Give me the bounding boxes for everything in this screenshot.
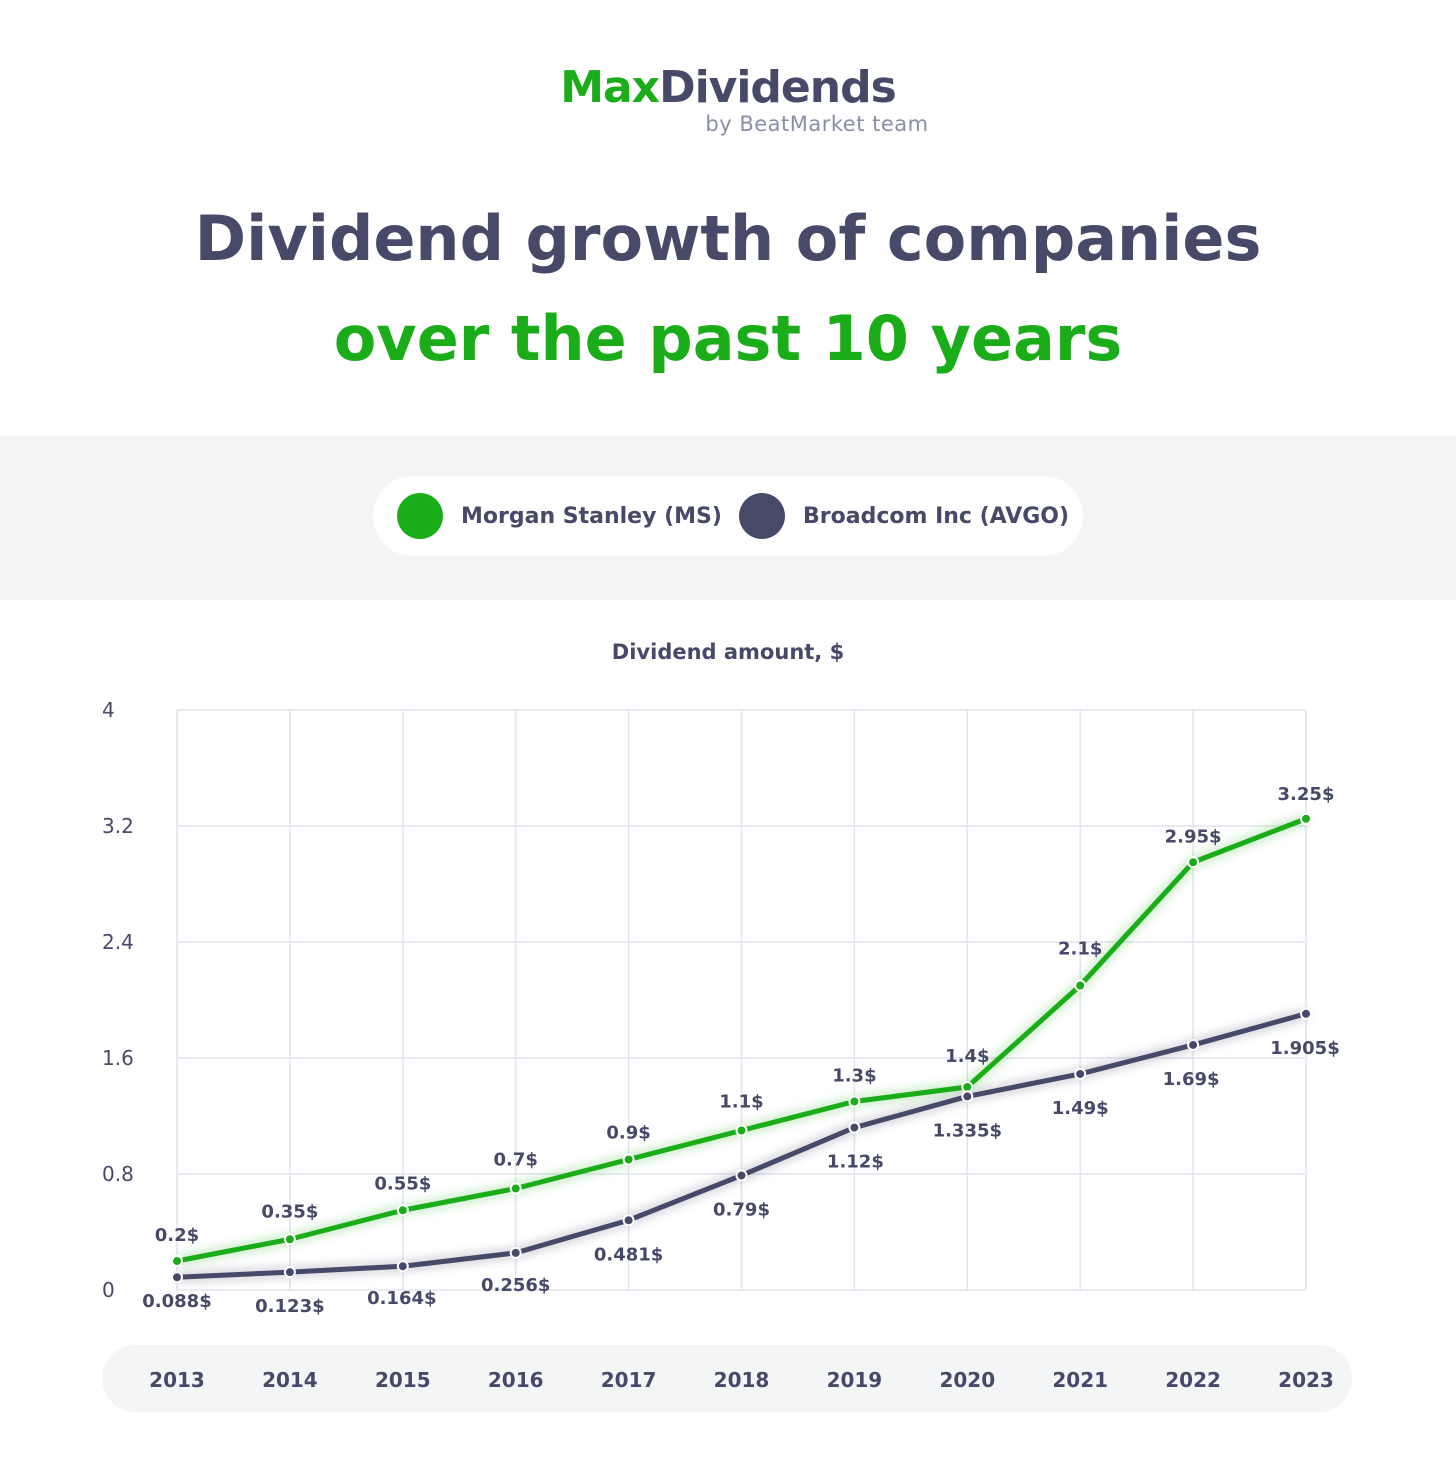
y-tick-label: 2.4: [102, 930, 134, 954]
data-label-avgo: 0.79$: [713, 1199, 770, 1220]
data-label-avgo: 0.088$: [142, 1291, 211, 1312]
x-tick-label: 2014: [262, 1368, 318, 1392]
brand-tagline: by BeatMarket team: [705, 112, 929, 136]
chart-legend: Morgan Stanley (MS) Broadcom Inc (AVGO): [373, 476, 1083, 556]
data-point-ms: [1074, 979, 1087, 992]
data-label-ms: 0.35$: [261, 1201, 318, 1222]
data-label-avgo: 1.49$: [1052, 1098, 1109, 1119]
y-tick-label: 3.2: [102, 814, 134, 838]
data-label-ms: 1.1$: [719, 1092, 763, 1113]
x-tick-label: 2021: [1052, 1368, 1108, 1392]
data-label-ms: 0.55$: [374, 1173, 431, 1194]
data-point-avgo: [735, 1169, 748, 1182]
x-tick-label: 2020: [939, 1368, 995, 1392]
data-point-ms: [622, 1153, 635, 1166]
data-label-avgo: 0.256$: [481, 1275, 550, 1296]
data-label-ms: 1.4$: [945, 1046, 989, 1067]
data-point-avgo: [1300, 1007, 1312, 1020]
data-point-ms: [1187, 856, 1200, 869]
brand-name-part1: Max: [560, 62, 660, 113]
data-label-ms: 3.25$: [1278, 784, 1335, 805]
x-tick-label: 2016: [488, 1368, 544, 1392]
data-label-ms: 0.9$: [606, 1123, 650, 1144]
y-tick-label: 0.8: [102, 1162, 134, 1186]
data-label-avgo: 1.69$: [1163, 1069, 1220, 1090]
data-point-ms: [509, 1182, 522, 1195]
data-label-avgo: 0.123$: [255, 1296, 324, 1317]
y-tick-label: 4: [102, 698, 115, 722]
data-point-avgo: [171, 1271, 183, 1284]
y-axis-ticks: 0 0.8 1.6 2.4 3.2 4: [102, 698, 134, 1302]
data-point-avgo: [622, 1214, 635, 1227]
series-points: [171, 812, 1312, 1284]
y-axis-title: Dividend amount, $: [611, 640, 845, 664]
legend-swatch-ms: [397, 493, 443, 539]
x-axis-ticks: 2013 2014 2015 2016 2017 2018 2019 2020 2021 2022…: [149, 1368, 1334, 1392]
data-point-avgo: [283, 1266, 296, 1279]
data-point-ms: [848, 1095, 861, 1108]
x-tick-label: 2013: [149, 1368, 205, 1392]
chart-grid: [176, 709, 1307, 1291]
data-point-ms: [1300, 812, 1312, 825]
x-tick-label: 2019: [827, 1368, 883, 1392]
data-point-ms: [283, 1233, 296, 1246]
x-tick-label: 2022: [1165, 1368, 1221, 1392]
x-axis-band: [102, 1345, 1352, 1412]
data-label-ms: 0.7$: [493, 1150, 537, 1171]
legend-item-ms: Morgan Stanley (MS): [397, 493, 722, 539]
data-point-ms: [735, 1124, 748, 1137]
data-point-ms: [171, 1255, 183, 1267]
legend-item-avgo: Broadcom Inc (AVGO): [739, 493, 1070, 539]
data-labels: 0.2$ 0.35$ 0.55$ 0.7$ 0.9$ 1.1$ 1.3$ 1.4$ 2.1$ 2.…: [142, 784, 1339, 1317]
data-label-avgo: 1.335$: [933, 1120, 1002, 1141]
data-point-avgo: [1187, 1038, 1200, 1051]
data-label-avgo: 0.164$: [367, 1288, 436, 1309]
data-point-avgo: [848, 1121, 861, 1134]
y-tick-label: 1.6: [102, 1046, 134, 1070]
legend-label-avgo: Broadcom Inc (AVGO): [803, 503, 1070, 529]
data-label-avgo: 0.481$: [594, 1244, 663, 1265]
data-point-avgo: [961, 1090, 974, 1103]
legend-label-ms: Morgan Stanley (MS): [461, 503, 722, 529]
x-tick-label: 2023: [1278, 1368, 1334, 1392]
x-tick-label: 2017: [601, 1368, 657, 1392]
data-label-ms: 2.1$: [1058, 939, 1102, 960]
x-tick-label: 2018: [714, 1368, 770, 1392]
data-label-ms: 2.95$: [1165, 826, 1222, 847]
page-title-line1: Dividend growth of companies: [194, 202, 1262, 275]
data-label-avgo: 1.905$: [1270, 1038, 1339, 1059]
y-tick-label: 0: [102, 1278, 115, 1302]
legend-swatch-avgo: [739, 493, 785, 539]
data-point-avgo: [1074, 1067, 1087, 1080]
data-point-avgo: [509, 1246, 522, 1259]
data-label-avgo: 1.12$: [827, 1152, 884, 1173]
data-label-ms: 1.3$: [832, 1066, 876, 1087]
data-label-ms: 0.2$: [155, 1225, 199, 1246]
data-point-avgo: [396, 1260, 409, 1273]
brand-logo: MaxDividends: [0, 62, 1456, 114]
x-tick-label: 2015: [375, 1368, 431, 1392]
data-point-ms: [396, 1204, 409, 1217]
brand-name-part2: Dividends: [659, 62, 897, 113]
page-title-line2: over the past 10 years: [333, 302, 1123, 375]
